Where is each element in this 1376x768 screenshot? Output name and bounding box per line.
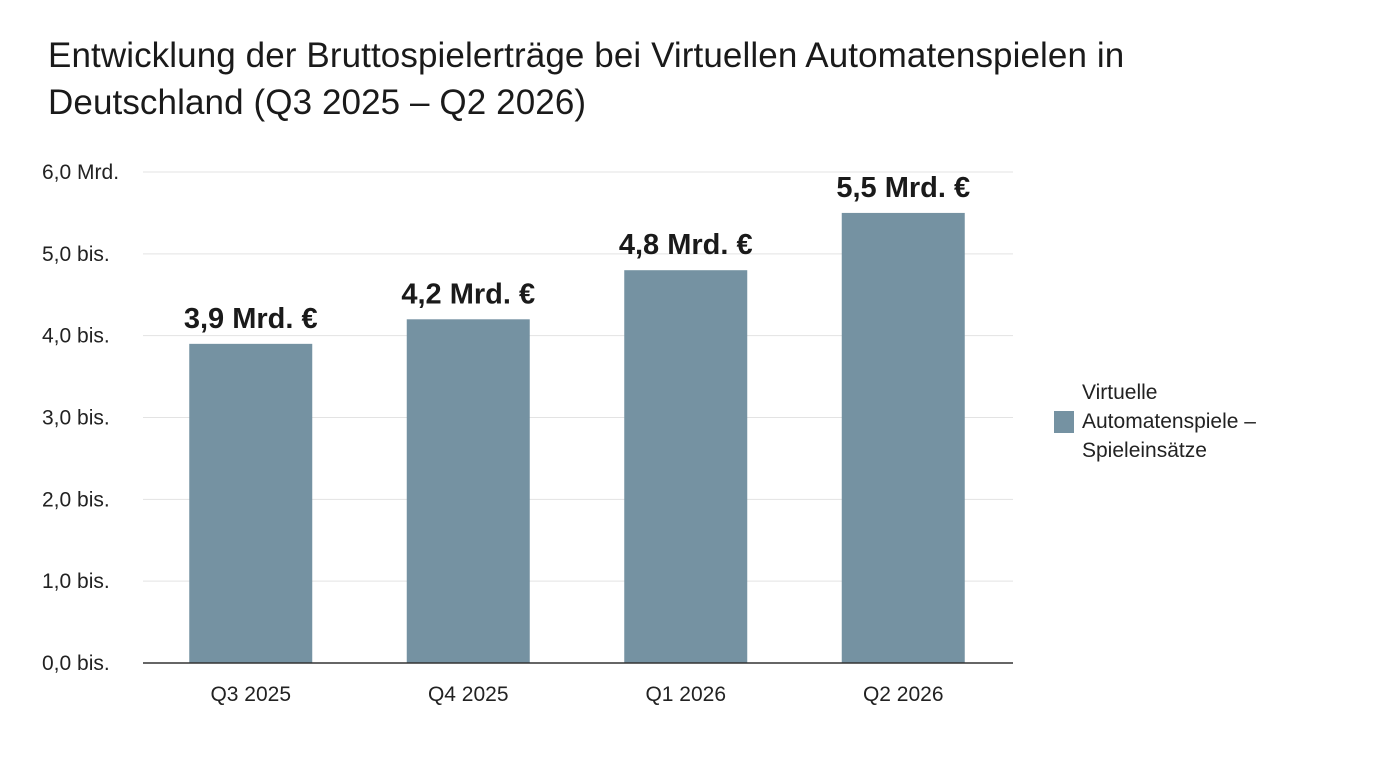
- y-tick-label: 3,0 bis.: [42, 407, 110, 430]
- bar-q4-2025: [406, 319, 530, 663]
- y-tick-label: 5,0 bis.: [42, 243, 110, 266]
- legend-label: Virtuelle Automatenspiele – Spieleinsätz…: [1082, 381, 1256, 462]
- x-tick-label: Q1 2026: [645, 683, 726, 706]
- data-labels: 3,9 Mrd. € 4,2 Mrd. € 4,8 Mrd. € 5,5 Mrd. €: [184, 172, 970, 335]
- y-tick-label: 0,0 bis.: [42, 652, 110, 675]
- y-tick-label: 1,0 bis.: [42, 570, 110, 593]
- legend: Virtuelle Automatenspiele – Spieleinsätz…: [1054, 378, 1312, 465]
- bar-q2-2026: [841, 212, 965, 663]
- bars: [189, 212, 965, 663]
- chart-title: Entwicklung der Bruttospielerträge bei V…: [48, 36, 1125, 122]
- data-label: 5,5 Mrd. €: [836, 172, 970, 204]
- x-axis-tick-labels: Q3 2025 Q4 2025 Q1 2026 Q2 2026: [210, 683, 943, 706]
- bar-q1-2026: [624, 270, 748, 663]
- data-label: 4,2 Mrd. €: [401, 278, 535, 310]
- x-tick-label: Q4 2025: [428, 683, 509, 706]
- y-tick-label: 2,0 bis.: [42, 488, 110, 511]
- y-tick-label: 6,0 Mrd.: [42, 161, 119, 184]
- x-tick-label: Q3 2025: [210, 683, 291, 706]
- data-label: 4,8 Mrd. €: [619, 229, 753, 261]
- legend-swatch: [1054, 410, 1074, 433]
- y-tick-label: 4,0 bis.: [42, 325, 110, 348]
- bar-q3-2025: [189, 343, 313, 663]
- data-label: 3,9 Mrd. €: [184, 303, 318, 335]
- x-tick-label: Q2 2026: [863, 683, 944, 706]
- y-axis-tick-labels: 0,0 bis. 1,0 bis. 2,0 bis. 3,0 bis. 4,0 bis.…: [42, 161, 119, 675]
